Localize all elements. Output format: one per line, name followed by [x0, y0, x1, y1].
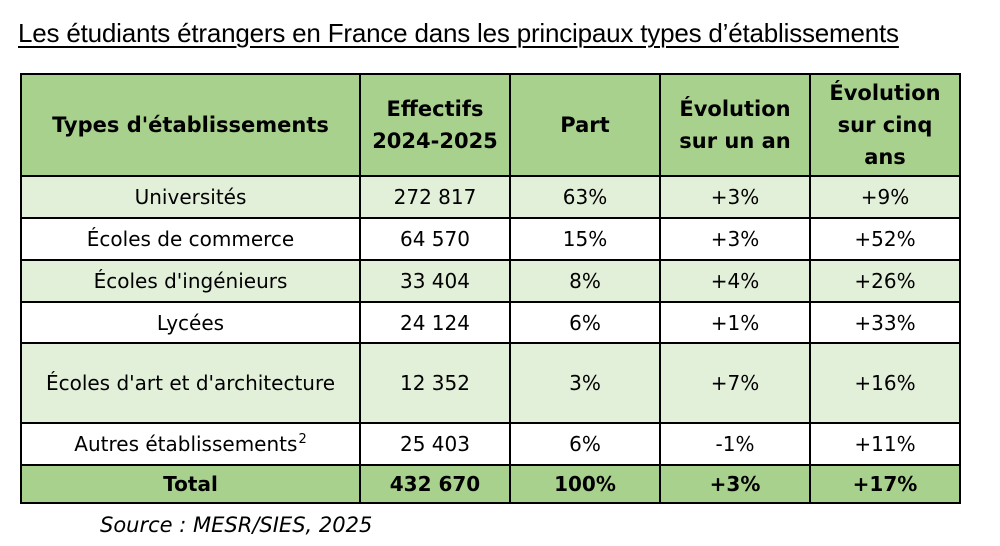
- cell-type-label: Autres établissements: [74, 432, 298, 456]
- cell-part: 8%: [509, 259, 661, 303]
- header-evolution-cinq-ans: Évolution sur cinq ans: [809, 73, 961, 177]
- source-note: Source : MESR/SIES, 2025: [100, 513, 373, 537]
- total-label: Total: [20, 464, 361, 504]
- cell-effectifs: 24 124: [359, 301, 511, 344]
- table-row: Universités 272 817 63% +3% +9%: [20, 175, 961, 219]
- cell-type: Écoles d'ingénieurs: [20, 259, 361, 303]
- table-row: Autres établissements2 25 403 6% -1% +11…: [20, 422, 961, 466]
- page-title: Les étudiants étrangers en France dans l…: [18, 18, 899, 48]
- students-table: Types d'établissements Effectifs 2024-20…: [20, 73, 961, 504]
- cell-type: Écoles d'art et d'architecture: [20, 342, 361, 424]
- table-row: Écoles de commerce 64 570 15% +3% +52%: [20, 217, 961, 261]
- cell-part: 3%: [509, 342, 661, 424]
- cell-effectifs: 33 404: [359, 259, 511, 303]
- cell-type: Autres établissements2: [20, 422, 361, 466]
- table-total-row: Total 432 670 100% +3% +17%: [20, 464, 961, 504]
- cell-effectifs: 25 403: [359, 422, 511, 466]
- header-effectifs: Effectifs 2024-2025: [359, 73, 511, 177]
- total-evolution-un-an: +3%: [659, 464, 811, 504]
- total-evolution-cinq-ans: +17%: [809, 464, 961, 504]
- cell-type: Universités: [20, 175, 361, 219]
- cell-type: Lycées: [20, 301, 361, 344]
- cell-evolution-un-an: +1%: [659, 301, 811, 344]
- cell-evolution-cinq-ans: +11%: [809, 422, 961, 466]
- cell-evolution-cinq-ans: +26%: [809, 259, 961, 303]
- table-row: Écoles d'ingénieurs 33 404 8% +4% +26%: [20, 259, 961, 303]
- cell-evolution-un-an: +7%: [659, 342, 811, 424]
- cell-effectifs: 64 570: [359, 217, 511, 261]
- header-part: Part: [509, 73, 661, 177]
- table-row: Écoles d'art et d'architecture 12 352 3%…: [20, 342, 961, 424]
- cell-part: 6%: [509, 422, 661, 466]
- table-row: Lycées 24 124 6% +1% +33%: [20, 301, 961, 344]
- total-effectifs: 432 670: [359, 464, 511, 504]
- cell-evolution-cinq-ans: +16%: [809, 342, 961, 424]
- header-evolution-un-an: Évolution sur un an: [659, 73, 811, 177]
- cell-evolution-cinq-ans: +9%: [809, 175, 961, 219]
- cell-evolution-un-an: +3%: [659, 175, 811, 219]
- header-type: Types d'établissements: [20, 73, 361, 177]
- cell-evolution-un-an: +4%: [659, 259, 811, 303]
- cell-effectifs: 272 817: [359, 175, 511, 219]
- table-header-row: Types d'établissements Effectifs 2024-20…: [20, 73, 961, 177]
- cell-effectifs: 12 352: [359, 342, 511, 424]
- cell-evolution-un-an: -1%: [659, 422, 811, 466]
- cell-part: 6%: [509, 301, 661, 344]
- cell-part: 63%: [509, 175, 661, 219]
- footnote-marker: 2: [298, 432, 307, 448]
- cell-evolution-cinq-ans: +52%: [809, 217, 961, 261]
- cell-part: 15%: [509, 217, 661, 261]
- cell-evolution-cinq-ans: +33%: [809, 301, 961, 344]
- total-part: 100%: [509, 464, 661, 504]
- cell-type: Écoles de commerce: [20, 217, 361, 261]
- cell-evolution-un-an: +3%: [659, 217, 811, 261]
